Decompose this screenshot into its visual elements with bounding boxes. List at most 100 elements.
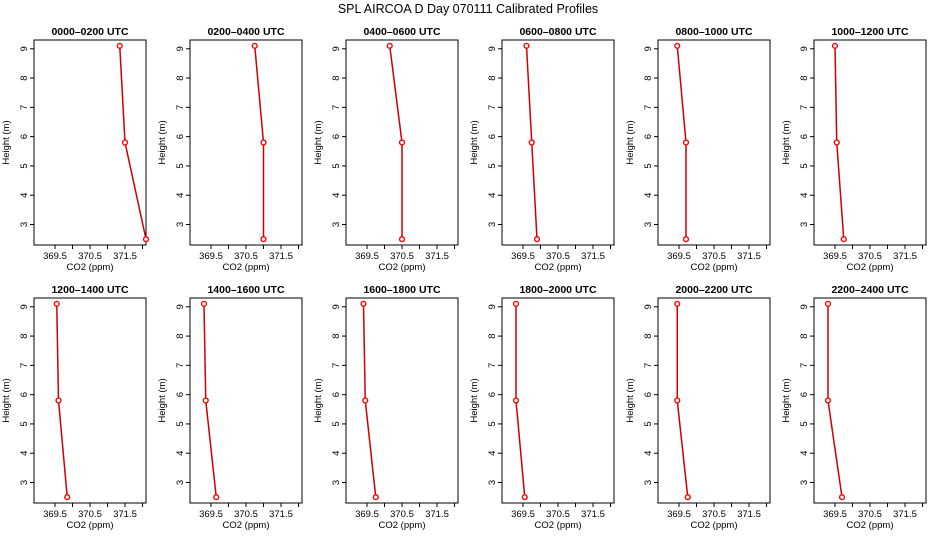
y-tick-label: 6 [487, 392, 498, 397]
y-tick-label: 8 [643, 75, 654, 80]
data-point [674, 397, 681, 404]
y-tick-label: 4 [799, 451, 810, 456]
x-tick-label: 369.5 [667, 509, 691, 520]
y-tick-label: 5 [331, 421, 342, 426]
y-axis-label: Height (m) [1, 120, 12, 164]
y-tick-label: 4 [799, 193, 810, 198]
y-axis-label: Height (m) [157, 120, 168, 164]
x-tick-label: 369.5 [43, 251, 67, 262]
panel-title: 1400–1600 UTC [207, 284, 284, 296]
y-tick-label: 6 [175, 392, 186, 397]
y-tick-label: 7 [175, 105, 186, 110]
data-point [398, 139, 406, 146]
data-point [260, 236, 267, 243]
y-tick-label: 3 [19, 222, 30, 227]
x-tick-label: 370.5 [234, 509, 258, 520]
y-tick-label: 9 [799, 304, 810, 309]
plot-frame [813, 39, 927, 246]
y-tick-label: 3 [799, 480, 810, 485]
y-axis-label: Height (m) [313, 378, 324, 422]
y-tick-label: 8 [175, 75, 186, 80]
panel-title: 2000–2200 UTC [675, 284, 752, 296]
y-axis-label: Height (m) [781, 378, 792, 422]
y-tick-label: 3 [175, 480, 186, 485]
y-tick-label: 7 [331, 363, 342, 368]
x-axis-label: CO2 (ppm) [67, 520, 114, 531]
y-tick-label: 9 [19, 304, 30, 309]
data-point [202, 397, 209, 404]
y-tick-label: 3 [643, 222, 654, 227]
plot-frame [33, 39, 147, 246]
y-tick-label: 7 [799, 363, 810, 368]
x-axis-label: CO2 (ppm) [379, 262, 426, 273]
y-tick-label: 8 [487, 75, 498, 80]
y-tick-label: 4 [19, 451, 30, 456]
y-tick-label: 5 [331, 163, 342, 168]
y-axis-label: Height (m) [1, 378, 12, 422]
plot-frame [657, 39, 771, 246]
x-axis-label: CO2 (ppm) [847, 520, 894, 531]
data-point [64, 494, 71, 501]
x-tick-label: 371.5 [581, 509, 605, 520]
panel-title: 0200–0400 UTC [207, 26, 284, 38]
data-point [533, 236, 541, 243]
x-tick-label: 371.5 [737, 251, 761, 262]
y-tick-label: 9 [487, 304, 498, 309]
y-axis-label: Height (m) [157, 378, 168, 422]
panel-title: 0800–1000 UTC [675, 26, 752, 38]
data-point [121, 139, 129, 146]
plot-frame [501, 39, 615, 246]
y-tick-label: 6 [331, 134, 342, 139]
data-point [512, 300, 520, 307]
y-axis-label: Height (m) [781, 120, 792, 164]
x-tick-label: 371.5 [269, 509, 293, 520]
x-tick-label: 370.5 [78, 509, 102, 520]
y-tick-label: 7 [643, 363, 654, 368]
panel-title: 0400–0600 UTC [363, 26, 440, 38]
x-tick-label: 370.5 [390, 251, 414, 262]
data-point [251, 42, 258, 49]
y-tick-label: 6 [643, 134, 654, 139]
y-tick-label: 5 [799, 163, 810, 168]
y-tick-label: 9 [175, 304, 186, 309]
x-tick-label: 370.5 [702, 251, 726, 262]
x-axis-label: CO2 (ppm) [535, 262, 582, 273]
x-tick-label: 369.5 [355, 251, 379, 262]
y-tick-label: 8 [799, 333, 810, 338]
data-point [833, 139, 840, 146]
data-point [55, 397, 62, 404]
data-point [213, 494, 220, 501]
y-tick-label: 5 [19, 163, 30, 168]
x-axis-label: CO2 (ppm) [379, 520, 426, 531]
data-point [528, 139, 535, 146]
data-point [53, 300, 60, 307]
panel-title: 1800–2000 UTC [519, 284, 596, 296]
x-tick-label: 370.5 [546, 509, 570, 520]
panel-title: 0000–0200 UTC [51, 26, 128, 38]
y-tick-label: 9 [487, 46, 498, 51]
data-point [831, 42, 839, 49]
x-tick-label: 371.5 [893, 509, 917, 520]
data-point [521, 494, 528, 501]
x-tick-label: 369.5 [511, 251, 535, 262]
panel-title: 0600–0800 UTC [519, 26, 596, 38]
y-tick-label: 8 [331, 333, 342, 338]
panel-title: 1000–1200 UTC [831, 26, 908, 38]
y-tick-label: 6 [487, 134, 498, 139]
data-point [840, 236, 847, 243]
x-axis-label: CO2 (ppm) [691, 262, 738, 273]
x-tick-label: 369.5 [199, 509, 223, 520]
y-tick-label: 8 [19, 75, 30, 80]
y-tick-label: 5 [643, 421, 654, 426]
data-point [682, 236, 690, 243]
x-tick-label: 370.5 [546, 251, 570, 262]
y-tick-label: 9 [19, 46, 30, 51]
y-tick-label: 8 [19, 333, 30, 338]
